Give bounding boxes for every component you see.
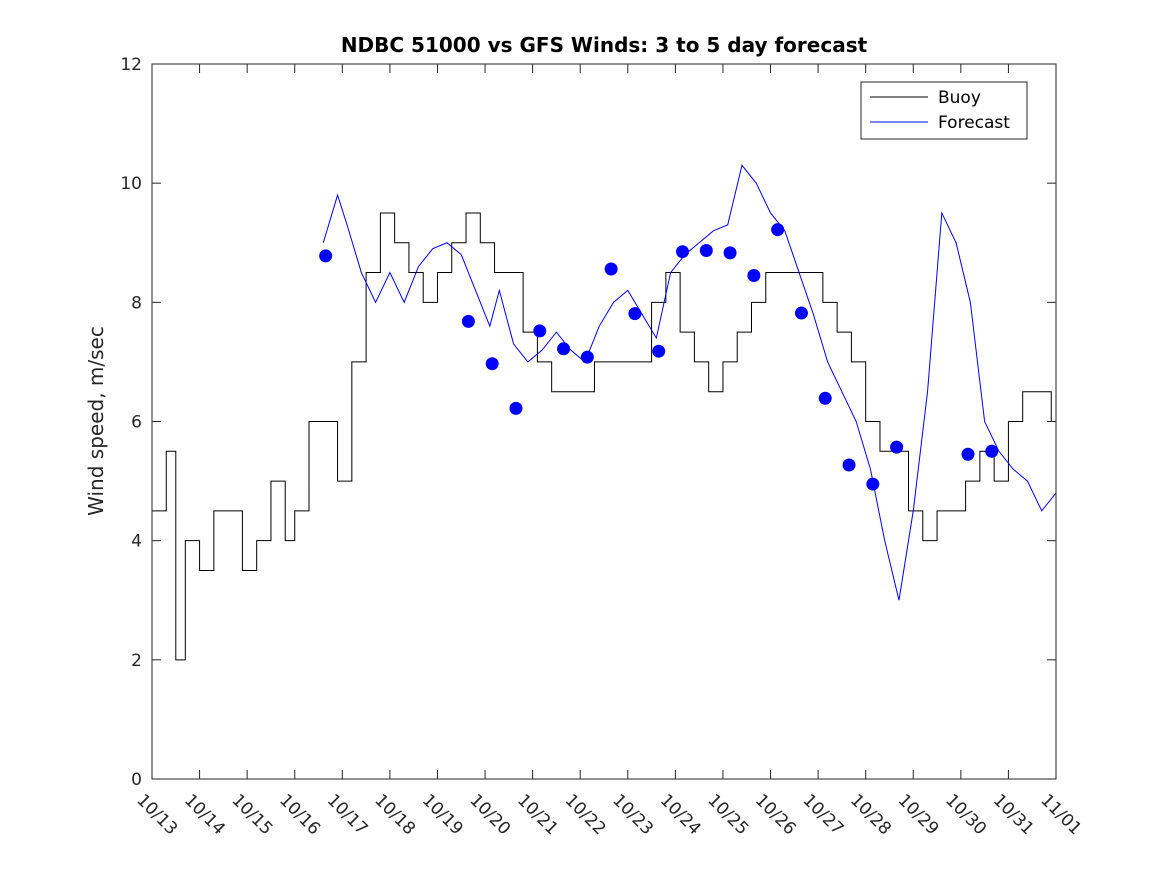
forecast-marker-point: [961, 447, 975, 461]
forecast-marker-point: [985, 444, 999, 458]
x-tick-label: 10/29: [894, 790, 943, 839]
forecast-marker-point: [319, 249, 333, 263]
x-tick-label: 10/23: [608, 790, 657, 839]
x-tick-label: 10/19: [418, 790, 467, 839]
axes-box: [151, 63, 1057, 780]
forecast-marker-point: [628, 307, 642, 321]
x-tick-label: 10/25: [703, 790, 752, 839]
x-tick-label: 10/13: [132, 790, 181, 839]
buoy-series-line: [152, 212, 1056, 661]
x-tick-label: 10/31: [989, 790, 1038, 839]
forecast-marker-point: [890, 440, 904, 454]
y-tick-label: 12: [120, 55, 142, 75]
y-tick-label: 6: [131, 413, 142, 433]
forecast-marker-point: [866, 477, 880, 491]
axis-ticks: 10/1310/1410/1510/1610/1710/1810/1910/20…: [120, 55, 1085, 839]
x-tick-label: 10/14: [180, 790, 229, 839]
plot-area: [152, 164, 1056, 661]
x-tick-label: 10/27: [799, 790, 848, 839]
x-tick-label: 10/28: [846, 790, 895, 839]
forecast-marker-point: [723, 246, 737, 260]
chart-title: NDBC 51000 vs GFS Winds: 3 to 5 day fore…: [341, 33, 868, 57]
forecast-marker-point: [461, 314, 475, 328]
forecast-marker-point: [604, 262, 618, 276]
forecast-marker-point: [747, 269, 761, 283]
y-tick-label: 0: [131, 770, 142, 790]
x-tick-label: 10/20: [466, 790, 515, 839]
forecast-marker-point: [771, 223, 785, 237]
y-axis-label: Wind speed, m/sec: [84, 326, 108, 516]
x-tick-label: 10/18: [370, 790, 419, 839]
forecast-marker-point: [652, 344, 666, 358]
forecast-marker-point: [557, 342, 571, 356]
legend: Buoy Forecast: [860, 81, 1028, 140]
y-tick-label: 8: [131, 293, 142, 313]
forecast-marker-point: [533, 324, 547, 338]
forecast-marker-point: [580, 350, 594, 364]
y-tick-label: 2: [131, 651, 142, 671]
x-tick-label: 10/17: [323, 790, 372, 839]
forecast-marker-point: [509, 401, 523, 415]
forecast-marker-point: [842, 458, 856, 472]
forecast-series-line: [322, 164, 1056, 601]
legend-forecast-label: Forecast: [938, 113, 1010, 133]
y-tick-label: 10: [120, 174, 142, 194]
forecast-marker-point: [485, 357, 499, 371]
x-tick-label: 11/01: [1036, 790, 1085, 839]
x-tick-label: 10/16: [275, 790, 324, 839]
x-tick-label: 10/26: [751, 790, 800, 839]
forecast-marker-point: [818, 391, 832, 405]
legend-box: [860, 81, 1028, 140]
x-tick-label: 10/15: [228, 790, 277, 839]
forecast-marker-point: [699, 243, 713, 257]
forecast-marker-point: [676, 245, 690, 259]
y-tick-label: 4: [131, 532, 142, 552]
x-tick-label: 10/21: [513, 790, 562, 839]
x-tick-label: 10/24: [656, 790, 705, 839]
x-tick-label: 10/30: [941, 790, 990, 839]
forecast-marker-point: [794, 306, 808, 320]
legend-buoy-label: Buoy: [938, 88, 981, 108]
x-tick-label: 10/22: [561, 790, 610, 839]
